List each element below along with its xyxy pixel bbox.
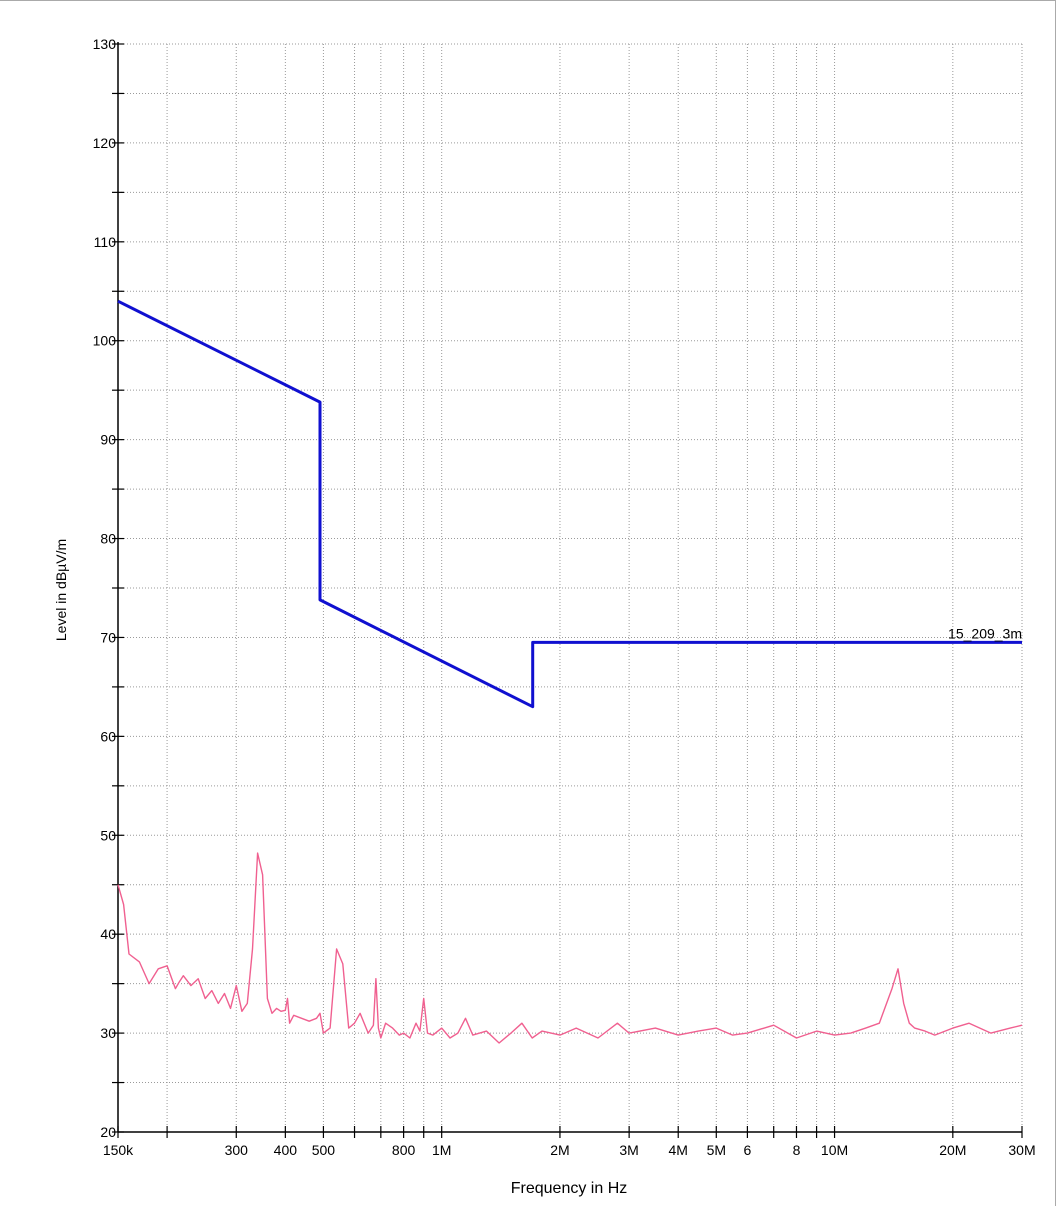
x-tick-label: 8 (793, 1142, 801, 1158)
x-tick-label: 20M (939, 1142, 966, 1158)
y-tick-label: 100 (93, 333, 117, 349)
y-axis-title: Level in dBµV/m (53, 539, 69, 641)
x-tick-label: 150k (103, 1142, 134, 1158)
axes (112, 42, 1023, 1138)
labels: 20 30 40 50 60 70 80 90 100 110 120 130 150k 300 400 50… (93, 36, 1036, 1158)
x-tick-label: 500 (312, 1142, 336, 1158)
x-tick-label: 800 (392, 1142, 416, 1158)
x-tick-label: 1M (432, 1142, 451, 1158)
x-tick-label: 300 (225, 1142, 249, 1158)
x-tick-label: 400 (274, 1142, 298, 1158)
limit-line (117, 299, 1022, 709)
y-tick-label: 130 (93, 36, 117, 52)
series-group (117, 299, 1023, 1044)
measurement-trace (117, 852, 1023, 1044)
x-axis-title: Frequency in Hz (511, 1180, 628, 1197)
y-tick-label: 110 (94, 234, 117, 250)
x-tick-label: 10M (821, 1142, 848, 1158)
x-tick-label: 4M (668, 1142, 687, 1158)
x-tick-label: 6 (743, 1142, 751, 1158)
x-tick-label: 2M (550, 1142, 569, 1158)
y-tick-label: 80 (100, 531, 116, 547)
x-tick-label: 30M (1008, 1142, 1035, 1158)
y-tick-label: 120 (93, 135, 117, 151)
x-tick-label: 3M (619, 1142, 638, 1158)
y-tick-label: 30 (100, 1025, 116, 1041)
y-tick-label: 90 (100, 432, 116, 448)
y-tick-label: 70 (100, 629, 116, 645)
x-tick-label: 5M (707, 1142, 726, 1158)
y-tick-label: 50 (100, 827, 116, 843)
y-tick-label: 60 (100, 728, 116, 744)
limit-line-label: 15_209_3m (948, 625, 1022, 641)
y-tick-label: 20 (100, 1124, 116, 1140)
y-tick-label: 40 (100, 926, 116, 942)
grid (118, 43, 1023, 1132)
